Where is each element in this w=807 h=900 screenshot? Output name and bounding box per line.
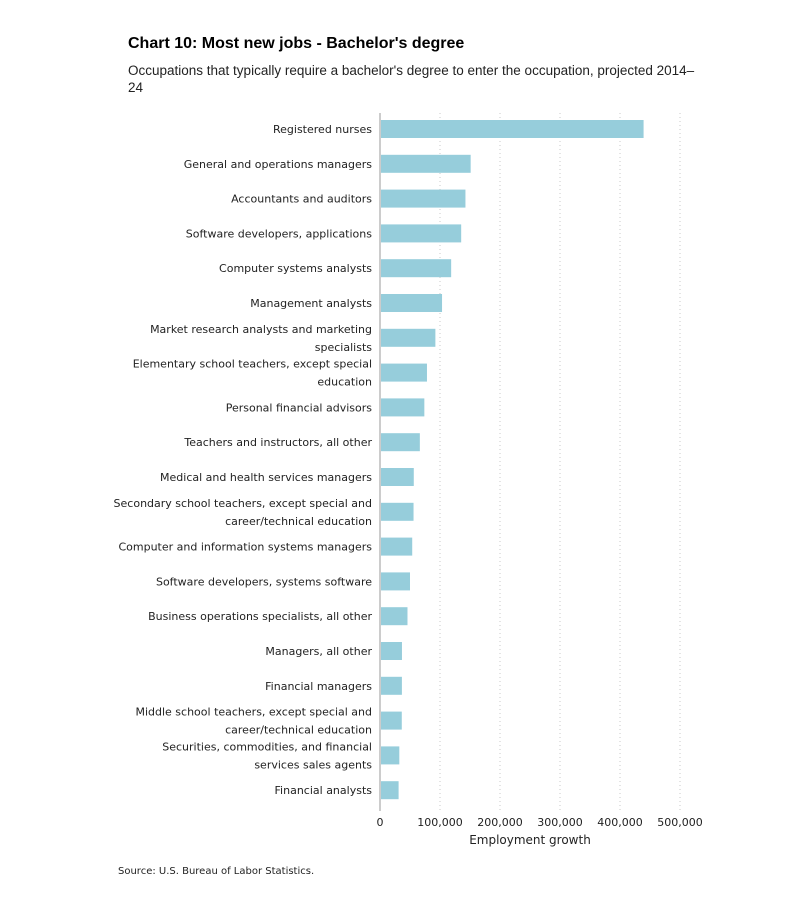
chart-title: Chart 10: Most new jobs - Bachelor's deg… <box>128 35 465 52</box>
bar <box>381 189 466 208</box>
category-label: Teachers and instructors, all other <box>183 436 372 449</box>
category-label: education <box>317 376 372 389</box>
bar <box>381 537 413 556</box>
x-tick-label: 300,000 <box>537 816 583 829</box>
category-label: Computer systems analysts <box>219 262 372 275</box>
category-label: Financial managers <box>265 680 372 693</box>
bar <box>381 259 452 278</box>
x-tick-label: 100,000 <box>417 816 463 829</box>
bar <box>381 120 644 138</box>
bar <box>381 607 408 626</box>
bar <box>381 642 402 660</box>
grid-lines <box>439 113 681 811</box>
bar <box>381 224 462 243</box>
category-label: Middle school teachers, except special a… <box>135 706 372 719</box>
category-label: specialists <box>315 341 372 354</box>
category-label: Financial analysts <box>275 784 373 797</box>
x-tick-labels: 0 100,000 200,000 300,000 400,000 500,000 <box>377 816 703 829</box>
bar <box>381 711 402 730</box>
category-label: Market research analysts and marketing <box>150 323 372 336</box>
category-label: Computer and information systems manager… <box>118 541 372 554</box>
chart-subtitle: Occupations that typically require a bac… <box>128 63 695 95</box>
x-axis-label: Employment growth <box>469 833 591 847</box>
category-label: Secondary school teachers, except specia… <box>114 497 372 510</box>
category-label: Software developers, systems software <box>156 575 372 588</box>
x-tick-label: 500,000 <box>657 816 703 829</box>
bar <box>381 572 410 591</box>
category-label: Medical and health services managers <box>160 471 372 484</box>
category-label: Managers, all other <box>265 645 372 658</box>
category-label: Securities, commodities, and financial <box>162 740 372 753</box>
x-tick-label: 200,000 <box>477 816 523 829</box>
source-note: Source: U.S. Bureau of Labor Statistics. <box>118 866 315 877</box>
category-label: Personal financial advisors <box>226 401 373 414</box>
category-label: Accountants and auditors <box>231 193 372 206</box>
bar <box>381 363 427 382</box>
category-label: Business operations specialists, all oth… <box>148 610 372 623</box>
bar <box>381 676 402 695</box>
bars <box>381 120 644 800</box>
category-label: services sales agents <box>254 758 372 771</box>
x-tick-label: 400,000 <box>597 816 643 829</box>
bar <box>381 154 471 173</box>
category-label: General and operations managers <box>184 158 373 171</box>
bar <box>381 398 425 417</box>
category-label: Software developers, applications <box>186 227 372 240</box>
category-label: career/technical education <box>225 515 372 528</box>
bar <box>381 502 414 521</box>
category-label: career/technical education <box>225 724 372 737</box>
category-labels: Registered nurses General and operations … <box>114 123 373 797</box>
bar <box>381 781 399 800</box>
category-label: Elementary school teachers, except speci… <box>133 358 372 371</box>
x-tick-label: 0 <box>377 816 384 829</box>
bar <box>381 468 414 486</box>
bar <box>381 328 436 347</box>
category-label: Management analysts <box>250 297 372 310</box>
bar <box>381 433 420 452</box>
category-label: Registered nurses <box>273 123 372 136</box>
bar <box>381 746 400 765</box>
bar <box>381 294 443 312</box>
